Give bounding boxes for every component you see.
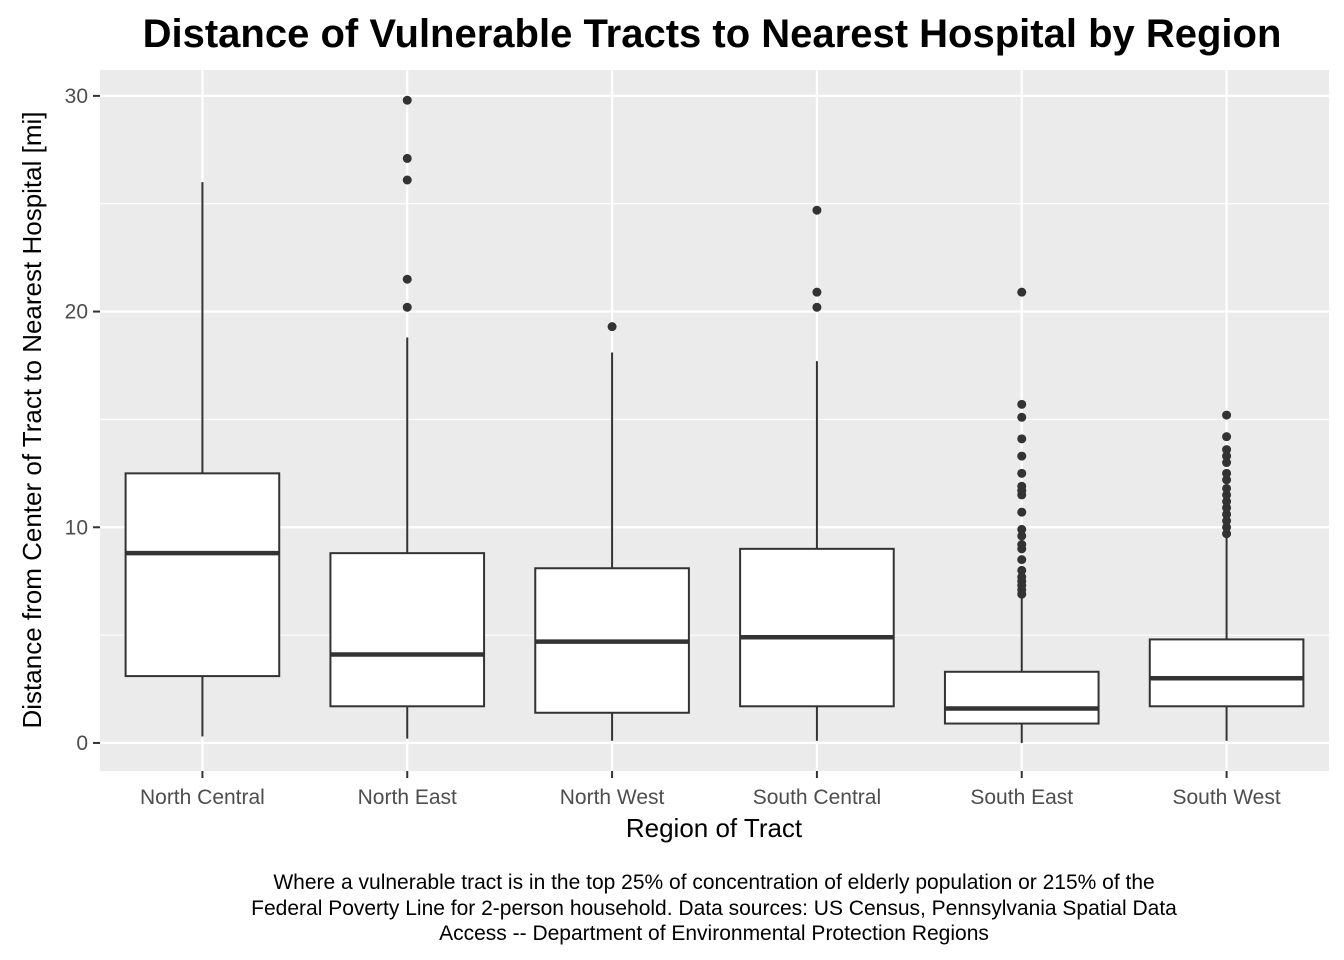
outlier-point [1017,399,1027,409]
outlier-point [812,205,822,215]
outlier-point [1017,555,1027,565]
outlier-point [1222,432,1232,442]
box [1148,638,1305,708]
outlier-point [402,95,412,105]
box [124,472,281,678]
outlier-point [1017,287,1027,297]
box [943,670,1100,725]
box-group [1148,410,1305,741]
outlier-point [1017,531,1027,541]
caption-line-3: Access -- Department of Environmental Pr… [439,922,989,945]
y-tick-label: 20 [65,301,88,324]
chart-title: Distance of Vulnerable Tracts to Nearest… [143,12,1282,56]
outlier-point [1222,522,1232,532]
y-axis-title: Distance from Center of Tract to Nearest… [17,112,47,729]
outlier-point [402,153,412,163]
outlier-point [1017,507,1027,517]
outlier-point [1222,516,1232,526]
outlier-point [1017,565,1027,575]
outlier-point [1222,483,1232,493]
outlier-point [1017,451,1027,461]
box-series [124,95,1305,743]
outlier-point [1017,412,1027,422]
outlier-point [1222,490,1232,500]
box-group [329,95,486,739]
outlier-point [1222,529,1232,539]
outlier-point [402,302,412,312]
x-tick-label: South West [1172,786,1280,809]
x-tick-label: North East [358,786,457,809]
box-group [943,287,1100,743]
outlier-point [1222,496,1232,506]
outlier-point [402,175,412,185]
outlier-point [1222,451,1232,461]
outlier-point [1017,572,1027,582]
box-group [739,205,895,741]
outlier-point [1222,475,1232,485]
outlier-point [1017,481,1027,491]
caption: Where a vulnerable tract is in the top 2… [251,871,1177,945]
outlier-point [402,274,412,284]
box [329,552,486,708]
outlier-point [1017,468,1027,478]
caption-line-2: Federal Poverty Line for 2-person househ… [251,897,1177,920]
outlier-point [1222,445,1232,455]
x-tick-label: South East [970,786,1073,809]
outlier-point [607,322,617,332]
outlier-point [1017,524,1027,534]
y-tick-label: 10 [65,516,88,539]
x-tick-label: North Central [140,786,265,809]
x-tick-label: South Central [753,786,881,809]
box-group [124,182,281,737]
y-axis: 0 10 20 30 [65,85,100,755]
outlier-point [1222,410,1232,420]
y-tick-label: 0 [76,732,88,755]
outlier-point [1017,540,1027,550]
box [739,547,895,708]
outlier-point [1222,458,1232,468]
outlier-point [1222,509,1232,519]
x-tick-label: North West [560,786,665,809]
outlier-point [1017,434,1027,444]
outlier-point [812,287,822,297]
box-group [534,322,690,741]
outlier-point [812,302,822,312]
x-axis: North Central North East North West South C… [140,771,1281,809]
y-tick-label: 30 [65,85,88,108]
outlier-point [1222,503,1232,513]
plot-panel [100,70,1329,771]
x-axis-title: Region of Tract [626,813,803,843]
outlier-point [1222,468,1232,478]
caption-line-1: Where a vulnerable tract is in the top 2… [273,871,1154,894]
